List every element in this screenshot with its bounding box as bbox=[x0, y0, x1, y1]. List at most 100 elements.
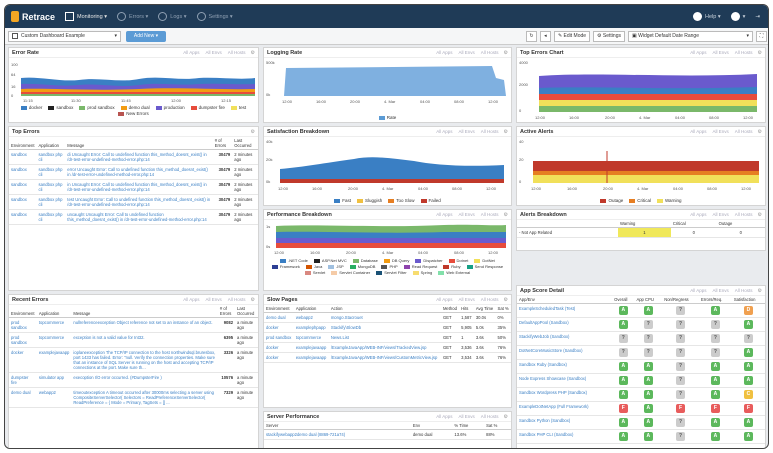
gear-icon[interactable]: ⚙ bbox=[503, 49, 508, 56]
legend-item[interactable]: Dispatcher bbox=[415, 258, 443, 263]
column-header[interactable]: Non/Regress bbox=[662, 296, 699, 304]
legend-item[interactable]: Servlet Container bbox=[331, 270, 370, 275]
grade-badge[interactable]: F bbox=[743, 404, 753, 413]
filter-apps[interactable]: All Apps bbox=[183, 297, 200, 302]
column-header[interactable]: Critical bbox=[670, 220, 717, 228]
grade-badge[interactable]: ? bbox=[676, 306, 686, 315]
column-header[interactable]: Method bbox=[440, 305, 460, 313]
filter-envs[interactable]: All Envs bbox=[712, 212, 729, 217]
table-cell[interactable]: simulator app bbox=[36, 372, 72, 388]
column-header[interactable]: Satisfaction bbox=[731, 296, 765, 304]
table-row[interactable]: Node Express Showcase (Sandbox) A A? A A bbox=[517, 373, 765, 388]
table-cell[interactable]: Sandbox Ruby (Sandbox) bbox=[517, 359, 613, 374]
table-cell[interactable]: dumpster fire bbox=[9, 372, 37, 388]
legend-item[interactable]: DB Query bbox=[383, 258, 409, 263]
column-header[interactable]: # of Errors bbox=[212, 137, 233, 150]
column-header[interactable]: Errors/Req. bbox=[698, 296, 732, 304]
table-cell[interactable]: execoption I/O error occurred. (#Dumpste… bbox=[71, 372, 218, 388]
column-header[interactable]: Hits bbox=[459, 305, 474, 313]
filter-envs[interactable]: All Envs bbox=[712, 129, 729, 134]
table-cell[interactable]: sandbox bbox=[9, 209, 37, 225]
grade-badge[interactable]: ? bbox=[676, 348, 686, 357]
grade-badge[interactable]: A bbox=[618, 320, 628, 329]
table-cell[interactable]: Sandbox Wordpress PHP (Sandbox) bbox=[517, 387, 613, 402]
filter-envs[interactable]: All Envs bbox=[458, 297, 475, 302]
table-row[interactable]: demo dual webapp2 mongo.Stacrouet GET 1,587 3… bbox=[264, 312, 511, 323]
table-row[interactable]: docker examplejavaapp ioplaneexception The… bbox=[9, 347, 258, 373]
grade-badge[interactable]: ? bbox=[710, 348, 720, 357]
filter-envs[interactable]: All Envs bbox=[205, 50, 222, 55]
nav-settings[interactable]: Settings ▾ bbox=[196, 10, 233, 24]
legend-item[interactable]: Servlet Filter bbox=[376, 270, 407, 275]
grade-badge[interactable]: A bbox=[710, 390, 720, 399]
table-cell[interactable]: exception is not a valid value for Int32… bbox=[71, 332, 218, 348]
grade-badge[interactable]: A bbox=[710, 306, 720, 315]
table-cell[interactable]: examplejavaapp bbox=[293, 352, 329, 363]
table-cell[interactable]: demo dual bbox=[264, 312, 294, 323]
legend-item[interactable]: Ruby bbox=[443, 264, 461, 269]
table-cell[interactable]: sandbox bbox=[9, 149, 37, 165]
legend-item[interactable]: Servlet bbox=[304, 270, 325, 275]
fullscreen-button[interactable]: ⛶ bbox=[756, 30, 767, 42]
gear-icon[interactable]: ⚙ bbox=[250, 49, 255, 56]
column-header[interactable]: Application bbox=[36, 137, 66, 150]
grade-badge[interactable]: ? bbox=[676, 418, 686, 427]
legend-item[interactable]: docker bbox=[20, 105, 42, 110]
dashboard-select[interactable]: Custom Dashboard Example ▾ bbox=[8, 30, 121, 42]
table-cell[interactable]: /ExampleJavaApp/WEB-INF/views/CustomMetr… bbox=[328, 352, 441, 363]
table-cell[interactable]: sandbox bbox=[9, 194, 37, 210]
table-cell[interactable]: docker bbox=[264, 342, 294, 353]
grade-badge[interactable]: A bbox=[643, 390, 653, 399]
filter-hosts[interactable]: All Hosts bbox=[734, 212, 753, 217]
legend-item[interactable]: Send Response bbox=[466, 264, 503, 269]
grade-badge[interactable]: A bbox=[710, 418, 720, 427]
filter-hosts[interactable]: All Hosts bbox=[734, 129, 753, 134]
table-row[interactable]: sandbox sandbox php cli uncaught Uncaught … bbox=[9, 209, 258, 225]
filter-hosts[interactable]: All Hosts bbox=[734, 288, 753, 293]
filter-apps[interactable]: All Apps bbox=[436, 297, 453, 302]
legend-item[interactable]: dumpster fire bbox=[190, 105, 225, 110]
legend-item[interactable]: production bbox=[155, 105, 185, 110]
column-header[interactable]: Warning bbox=[617, 220, 671, 228]
table-cell[interactable]: sandbox php cli bbox=[36, 149, 66, 165]
table-cell[interactable]: docker bbox=[264, 352, 294, 363]
grade-badge[interactable]: ? bbox=[643, 348, 653, 357]
column-header[interactable]: App CPU bbox=[634, 296, 663, 304]
column-header[interactable]: Environment bbox=[9, 137, 37, 150]
grade-badge[interactable]: ? bbox=[676, 432, 686, 441]
column-header[interactable]: App/Env bbox=[517, 296, 613, 304]
column-header[interactable]: Sat % bbox=[484, 422, 511, 430]
table-cell[interactable]: sandbox php cli bbox=[36, 194, 66, 210]
filter-hosts[interactable]: All Hosts bbox=[480, 414, 499, 419]
legend-item[interactable]: Database bbox=[352, 258, 378, 263]
filter-hosts[interactable]: All Hosts bbox=[734, 50, 753, 55]
legend-item[interactable]: Web External bbox=[438, 270, 470, 275]
table-cell[interactable]: prod sandbox bbox=[9, 317, 37, 333]
legend-item[interactable]: sandbox bbox=[48, 105, 73, 110]
filter-apps[interactable]: All Apps bbox=[183, 50, 200, 55]
column-header[interactable]: % Time bbox=[452, 422, 485, 430]
filter-envs[interactable]: All Envs bbox=[458, 129, 475, 134]
filter-envs[interactable]: All Envs bbox=[712, 50, 729, 55]
column-header[interactable]: Env bbox=[410, 422, 453, 430]
column-header[interactable]: Environment bbox=[9, 305, 37, 318]
column-header[interactable]: Overall bbox=[612, 296, 635, 304]
table-row[interactable]: Sandbox Wordpress PHP (Sandbox) A A? A C bbox=[517, 387, 765, 402]
column-header[interactable]: Last Occurred bbox=[235, 305, 258, 318]
table-row[interactable]: DotNetCoreMusicStore (Sandbox)???? A bbox=[517, 345, 765, 360]
legend-item[interactable]: New Errors bbox=[118, 111, 149, 116]
grade-badge[interactable]: ? bbox=[618, 334, 628, 343]
filter-apps[interactable]: All Apps bbox=[436, 414, 453, 419]
grade-badge[interactable]: A bbox=[743, 320, 753, 329]
grade-badge[interactable]: ? bbox=[676, 390, 686, 399]
gear-icon[interactable]: ⚙ bbox=[757, 287, 762, 294]
table-cell[interactable]: nullreferenceexception Object reference … bbox=[71, 317, 218, 333]
grade-badge[interactable]: A bbox=[743, 348, 753, 357]
table-row[interactable]: sandbox sandbox php cli error Uncaught Err… bbox=[9, 164, 258, 180]
table-cell[interactable]: DefaultAppPool (Sandbox) bbox=[517, 317, 613, 332]
column-header[interactable] bbox=[517, 220, 618, 228]
grade-badge[interactable]: A bbox=[643, 306, 653, 315]
legend-item[interactable]: .NET Code bbox=[280, 258, 308, 263]
grade-badge[interactable]: ? bbox=[743, 334, 753, 343]
add-new-button[interactable]: Add New ▾ bbox=[126, 30, 166, 42]
